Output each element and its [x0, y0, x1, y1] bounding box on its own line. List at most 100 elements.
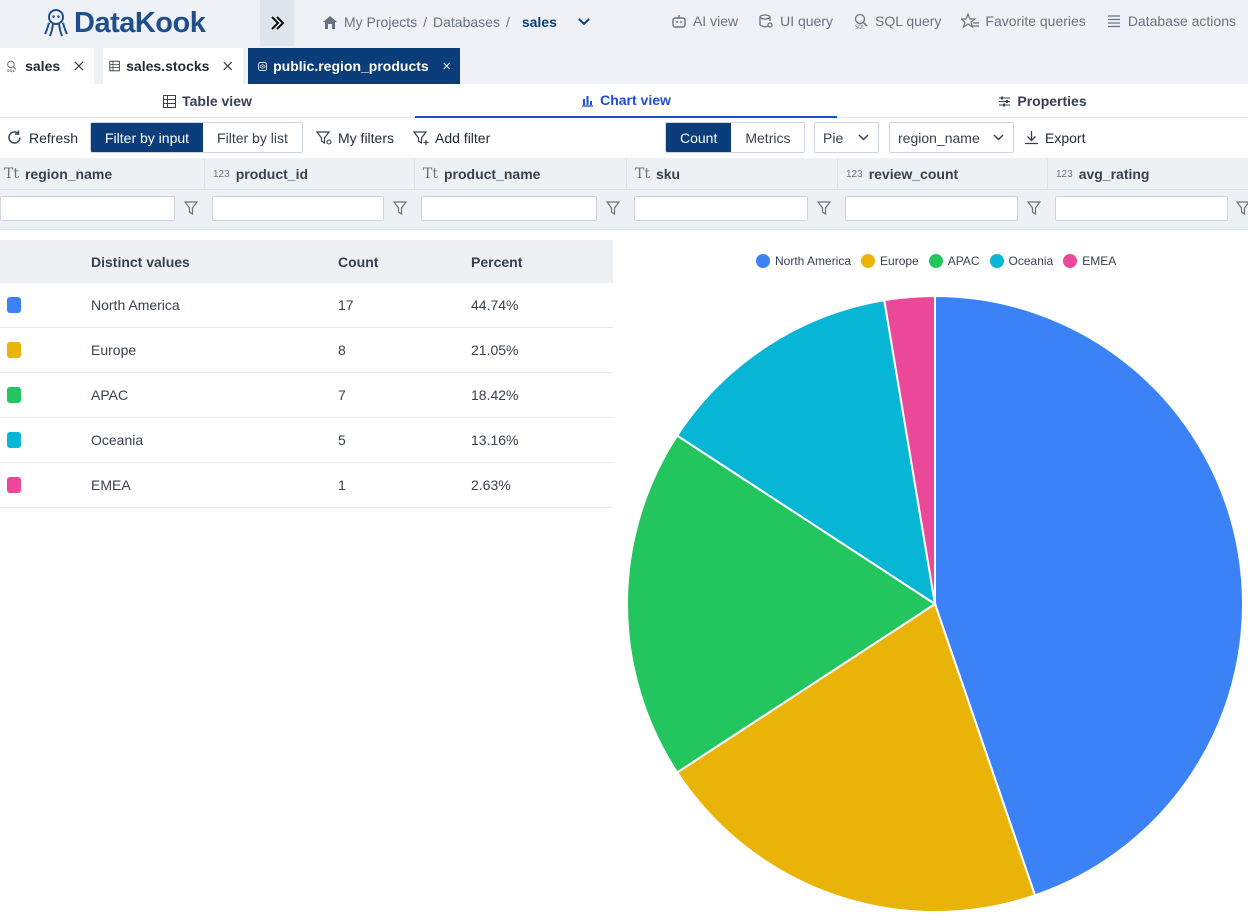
svg-text:SQL: SQL	[7, 69, 16, 73]
ui-query-label: UI query	[780, 13, 834, 29]
table-row[interactable]: Oceania 5 13.16%	[0, 418, 613, 463]
percent-value: 21.05%	[471, 342, 519, 358]
tab-table-view[interactable]: Table view	[0, 84, 415, 118]
breadcrumb-separator: /	[423, 14, 428, 30]
column-header-review-count[interactable]: 123 review_count	[838, 158, 1048, 190]
legend-item[interactable]: North America	[756, 254, 851, 268]
close-icon[interactable]	[223, 60, 233, 72]
home-icon[interactable]	[322, 15, 338, 30]
filter-user-icon	[316, 130, 332, 145]
table-row[interactable]: EMEA 1 2.63%	[0, 463, 613, 508]
column-name: sku	[655, 166, 681, 182]
breadcrumb-my-projects[interactable]: My Projects	[344, 14, 418, 30]
add-filter-button[interactable]: Add filter	[413, 122, 490, 153]
tab-public-region-products[interactable]: public.region_products	[248, 48, 460, 84]
sliders-icon	[999, 96, 1011, 106]
column-header-product-id[interactable]: 123 product_id	[205, 158, 415, 190]
database-actions-button[interactable]: Database actions	[1106, 13, 1236, 29]
close-icon[interactable]	[74, 60, 84, 72]
legend-item[interactable]: APAC	[928, 254, 980, 268]
pie-slice-north-america[interactable]	[934, 294, 1244, 897]
pie-slice-oceania[interactable]	[675, 299, 937, 607]
table-row[interactable]: North America 17 44.74%	[0, 283, 613, 328]
breadcrumb-databases[interactable]: Databases	[433, 14, 500, 30]
filter-icon[interactable]	[184, 201, 198, 215]
filter-icon[interactable]	[817, 201, 831, 215]
refresh-label: Refresh	[29, 129, 79, 146]
tab-label: Properties	[1017, 93, 1087, 109]
close-icon[interactable]	[442, 60, 450, 72]
app-logo[interactable]: DataKook	[44, 6, 206, 40]
tab-label: sales	[25, 58, 61, 74]
legend-label: Europe	[880, 254, 919, 268]
region-name-filter-input[interactable]	[0, 196, 175, 221]
pie-slice-emea[interactable]	[883, 294, 936, 605]
header-count[interactable]: Count	[338, 254, 379, 270]
app-name: DataKook	[74, 6, 206, 39]
table-icon	[163, 94, 177, 108]
metrics-button[interactable]: Metrics	[731, 123, 805, 152]
column-header-avg-rating[interactable]: 123 avg_rating	[1048, 158, 1248, 190]
tab-label: public.region_products	[273, 58, 429, 74]
export-button[interactable]: Export	[1024, 122, 1085, 153]
filter-icon[interactable]	[1236, 201, 1248, 215]
color-swatch	[7, 432, 21, 448]
product-name-filter-input[interactable]	[421, 196, 597, 221]
legend-item[interactable]: Oceania	[989, 254, 1053, 268]
product-id-filter-input[interactable]	[212, 196, 384, 221]
group-by-column-value: region_name	[898, 129, 980, 146]
tab-properties[interactable]: Properties	[837, 84, 1248, 118]
count-value: 1	[338, 477, 346, 493]
review-count-filter-input[interactable]	[845, 196, 1018, 221]
filter-by-list-button[interactable]: Filter by list	[203, 123, 302, 152]
column-header-sku[interactable]: Tt sku	[627, 158, 838, 190]
column-header-row: Tt region_name 123 product_id Tt product…	[0, 158, 1248, 190]
table-row[interactable]: Europe 8 21.05%	[0, 328, 613, 373]
sql-search-icon: SQL	[854, 13, 868, 29]
download-icon	[1025, 131, 1038, 145]
ai-view-button[interactable]: AI view	[671, 13, 738, 29]
distinct-value: EMEA	[91, 477, 131, 493]
pie-slice-apac[interactable]	[626, 434, 937, 774]
tab-sales-stocks[interactable]: sales.stocks	[103, 48, 243, 84]
number-type-icon: 123	[1056, 168, 1073, 180]
group-by-column-select[interactable]: region_name	[889, 122, 1014, 153]
ai-view-label: AI view	[692, 13, 739, 29]
color-swatch	[7, 387, 21, 403]
favorite-queries-button[interactable]: Favorite queries	[961, 13, 1086, 29]
filter-icon[interactable]	[1027, 201, 1041, 215]
chevron-down-icon[interactable]	[577, 15, 591, 29]
expand-sidebar-button[interactable]	[260, 0, 294, 46]
table-row[interactable]: APAC 7 18.42%	[0, 373, 613, 418]
refresh-button[interactable]: Refresh	[6, 122, 78, 153]
tab-chart-view[interactable]: Chart view	[415, 84, 837, 118]
column-header-product-name[interactable]: Tt product_name	[415, 158, 627, 190]
breadcrumb-current-database[interactable]: sales	[521, 14, 557, 30]
view-tabs: Table view Chart view Properties	[0, 84, 1248, 118]
ui-query-button[interactable]: UI query	[758, 13, 833, 29]
sku-filter-input[interactable]	[634, 196, 808, 221]
avg-rating-filter-input[interactable]	[1055, 196, 1228, 221]
my-filters-button[interactable]: My filters	[316, 122, 394, 153]
pie-slice-europe[interactable]	[675, 602, 1037, 913]
count-button[interactable]: Count	[666, 123, 732, 152]
legend-marker	[861, 254, 876, 268]
filter-icon[interactable]	[606, 201, 620, 215]
sql-query-button[interactable]: SQL SQL query	[853, 13, 941, 29]
legend-item[interactable]: Europe	[861, 254, 919, 268]
header-distinct-values[interactable]: Distinct values	[91, 254, 190, 270]
chart-type-value: Pie	[823, 129, 844, 146]
filter-by-input-button[interactable]: Filter by input	[91, 123, 204, 152]
tab-sales[interactable]: SQL sales	[0, 48, 94, 84]
chart-type-select[interactable]: Pie	[814, 122, 879, 153]
number-type-icon: 123	[846, 168, 863, 180]
tab-label: Chart view	[600, 92, 671, 108]
column-header-region-name[interactable]: Tt region_name	[0, 158, 205, 190]
header-percent[interactable]: Percent	[471, 254, 523, 270]
distinct-values-table: Distinct values Count Percent North Amer…	[0, 240, 613, 508]
robot-icon	[672, 15, 686, 28]
legend-label: EMEA	[1082, 254, 1117, 268]
legend-item[interactable]: EMEA	[1063, 254, 1116, 268]
filter-icon[interactable]	[393, 201, 407, 215]
menu-lines-icon	[1107, 15, 1120, 28]
